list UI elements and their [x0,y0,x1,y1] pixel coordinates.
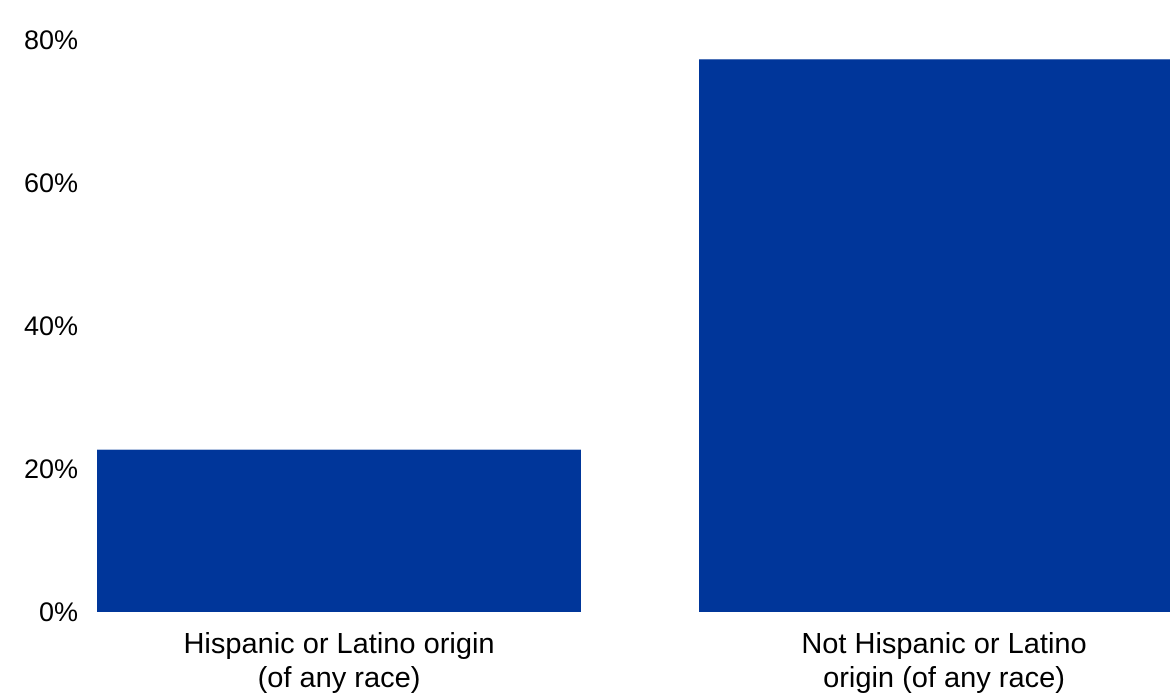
y-axis: 0% 20% 40% 60% 80% [24,25,78,627]
x-category-label: Hispanic or Latino origin (of any race) [183,628,494,694]
x-category-label: Not Hispanic or Latino origin (of any rac… [801,628,1086,694]
bar [699,59,1170,613]
y-tick-label: 0% [39,597,78,627]
y-tick-label: 20% [24,454,78,484]
y-tick-label: 40% [24,311,78,341]
bar [97,449,581,612]
x-axis: Hispanic or Latino origin (of any race) No… [183,628,1086,694]
y-tick-label: 80% [24,25,78,55]
bars [97,59,1170,613]
y-tick-label: 60% [24,168,78,198]
